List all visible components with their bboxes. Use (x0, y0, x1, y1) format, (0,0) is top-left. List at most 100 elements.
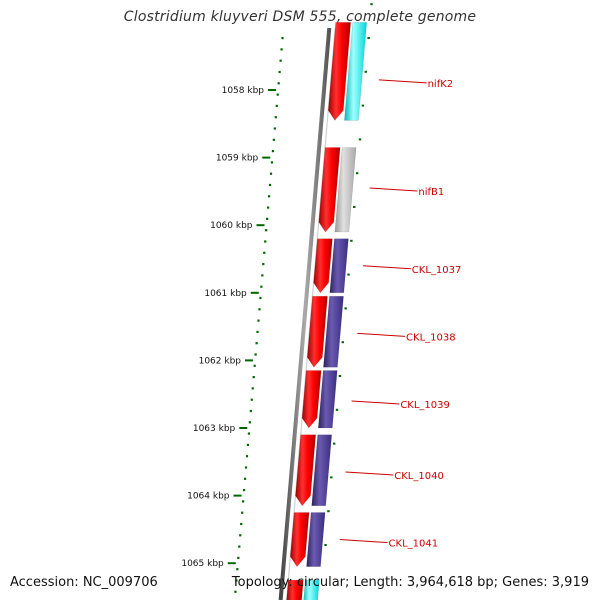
scale-minor-tick (238, 545, 241, 548)
scale-tick-label: 1064 kbp (187, 492, 230, 502)
scale-minor-tick (237, 556, 240, 559)
annotation-band-purple (329, 238, 349, 294)
cds-forward-arrow (313, 238, 333, 294)
inner-minor-tick (332, 442, 336, 445)
forward-cds-track (286, 22, 352, 600)
inner-minor-tick (341, 341, 344, 344)
scale-tick-label: 1062 kbp (199, 356, 242, 366)
scale-minor-tick (235, 579, 238, 582)
scale-minor-tick (277, 82, 280, 85)
scale-minor-tick (280, 48, 283, 51)
topology-summary: Topology: circular; Length: 3,964,618 bp… (231, 575, 589, 590)
scale-minor-tick (241, 511, 244, 514)
gene-label-leader (345, 471, 394, 476)
scale-minor-tick (259, 296, 262, 300)
inner-minor-tick (361, 104, 365, 107)
cds-forward-arrow (286, 579, 304, 600)
scale-minor-tick (265, 229, 268, 232)
scale-minor-tick (273, 127, 276, 130)
inner-minor-tick (347, 273, 350, 276)
annotation-band-purple (317, 370, 338, 429)
scale-minor-tick (242, 500, 245, 503)
scale-minor-tick (267, 206, 270, 209)
scale-minor-tick (234, 590, 237, 593)
scale-tick-label: 1065 kbp (181, 559, 224, 569)
scale-minor-tick (245, 455, 249, 458)
scale-minor-tick (254, 353, 257, 356)
scale-minor-tick (261, 274, 264, 277)
gene-label-leader (357, 332, 406, 337)
scale-ticks: 1058 kbp 1059 kbp 1060 kbp 1061 kbp 1062 kbp… (181, 86, 276, 569)
scale-minor-tick (257, 319, 260, 322)
scale-minor-tick (264, 240, 267, 243)
scale-minor-tick (274, 116, 277, 119)
cds-forward-arrow (318, 147, 341, 233)
cds-forward-arrow (306, 295, 328, 368)
inner-minor-tick (364, 70, 367, 73)
scale-minor-tick (250, 398, 253, 401)
gene-label-ckl-1039: CKL_1039 (400, 400, 450, 411)
annotation-band-purple (323, 295, 344, 368)
scale-minor-tick (252, 376, 255, 379)
scale-minor-tick (240, 522, 243, 526)
inner-minor-tick (353, 206, 356, 208)
scale-minor-tick (243, 489, 246, 492)
cds-forward-arrow (295, 434, 317, 507)
inner-minor-tick (367, 37, 370, 39)
scale-minor-tick (267, 195, 271, 198)
gene-labels: nifK2 nifB1 CKL_1037 CKL_1038 CKL_1039 CKL_10… (339, 79, 462, 550)
scale-minor-tick (266, 217, 269, 220)
scale-minor-tick (255, 342, 258, 345)
scale-minor-tick (236, 568, 239, 571)
cds-forward-arrow (327, 22, 352, 121)
scale-minor-tick (279, 59, 282, 62)
inner-minor-tick (338, 375, 342, 377)
genome-backbone (278, 27, 336, 600)
inner-minor-tick (370, 3, 373, 6)
gene-label-leader (339, 539, 388, 544)
backbone-line (278, 27, 332, 600)
scale-tick-label: 1059 kbp (216, 154, 259, 164)
map-title: Clostridium kluyveri DSM 555, complete g… (123, 9, 477, 25)
scale-minor-tick (243, 477, 247, 480)
inner-minor-tick (358, 138, 362, 141)
scale-minor-tick (268, 183, 272, 187)
scale-minor-tick (248, 421, 251, 424)
inner-minor-tick (350, 239, 353, 242)
scale-minor-tick (272, 138, 275, 141)
scale-minor-tick (249, 409, 252, 413)
scale-minor-tick (260, 285, 263, 288)
gene-label-nifk2: nifK2 (428, 79, 454, 90)
inner-minor-tick (355, 172, 359, 175)
annotation-band-gray (334, 147, 357, 233)
scale-minor-tick (244, 466, 248, 469)
cds-forward-arrow (289, 512, 310, 568)
gene-label-ckl-1037: CKL_1037 (412, 265, 462, 276)
inner-minor-tick (344, 307, 347, 310)
scale-minor-tick (253, 364, 256, 367)
annotation-band-cyan (303, 579, 320, 600)
gene-label-ckl-1041: CKL_1041 (389, 539, 439, 550)
annotation-band-purple (311, 434, 333, 507)
scale-minor-tick (271, 150, 275, 153)
scale-minor-ticks (234, 3, 373, 593)
inner-minor-tick (335, 408, 339, 411)
scale-minor-tick (239, 534, 242, 537)
inner-minor-tick (330, 476, 333, 479)
scale-minor-tick (281, 37, 284, 40)
scale-minor-tick (262, 263, 265, 266)
scale-minor-tick (247, 432, 251, 435)
scale-tick-label: 1063 kbp (193, 424, 236, 434)
scale-minor-tick (246, 443, 250, 446)
scale-minor-tick (270, 161, 274, 164)
scale-tick-label: 1061 kbp (204, 289, 247, 299)
inner-minor-tick (327, 510, 330, 513)
scale-tick-label: 1058 kbp (222, 86, 265, 96)
accession-text: Accession: NC_009706 (10, 575, 158, 590)
scale-minor-tick (278, 70, 281, 74)
backbone-line (286, 27, 336, 600)
scale-minor-tick (276, 93, 279, 96)
cds-forward-arrow (301, 370, 322, 429)
scale-minor-tick (275, 104, 278, 107)
